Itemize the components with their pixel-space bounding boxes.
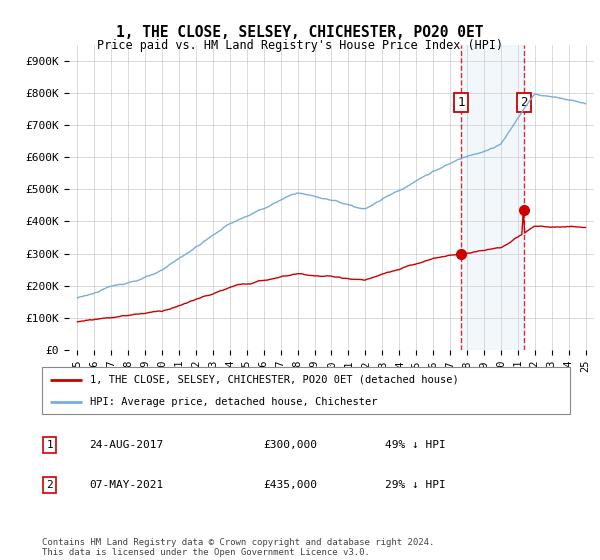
- Text: £435,000: £435,000: [264, 480, 318, 490]
- Text: 07-MAY-2021: 07-MAY-2021: [89, 480, 164, 490]
- Text: 1: 1: [457, 96, 465, 109]
- Text: 1: 1: [47, 440, 53, 450]
- Text: 2: 2: [47, 480, 53, 490]
- Text: 24-AUG-2017: 24-AUG-2017: [89, 440, 164, 450]
- Text: 1, THE CLOSE, SELSEY, CHICHESTER, PO20 0ET: 1, THE CLOSE, SELSEY, CHICHESTER, PO20 0…: [116, 25, 484, 40]
- Text: 29% ↓ HPI: 29% ↓ HPI: [385, 480, 446, 490]
- Text: 2: 2: [520, 96, 527, 109]
- FancyBboxPatch shape: [42, 367, 570, 414]
- Text: Contains HM Land Registry data © Crown copyright and database right 2024.
This d: Contains HM Land Registry data © Crown c…: [42, 538, 434, 557]
- Text: HPI: Average price, detached house, Chichester: HPI: Average price, detached house, Chic…: [89, 396, 377, 407]
- Text: Price paid vs. HM Land Registry's House Price Index (HPI): Price paid vs. HM Land Registry's House …: [97, 39, 503, 52]
- Text: 1, THE CLOSE, SELSEY, CHICHESTER, PO20 0ET (detached house): 1, THE CLOSE, SELSEY, CHICHESTER, PO20 0…: [89, 375, 458, 385]
- Text: £300,000: £300,000: [264, 440, 318, 450]
- Bar: [461, 45, 524, 350]
- Text: 49% ↓ HPI: 49% ↓ HPI: [385, 440, 446, 450]
